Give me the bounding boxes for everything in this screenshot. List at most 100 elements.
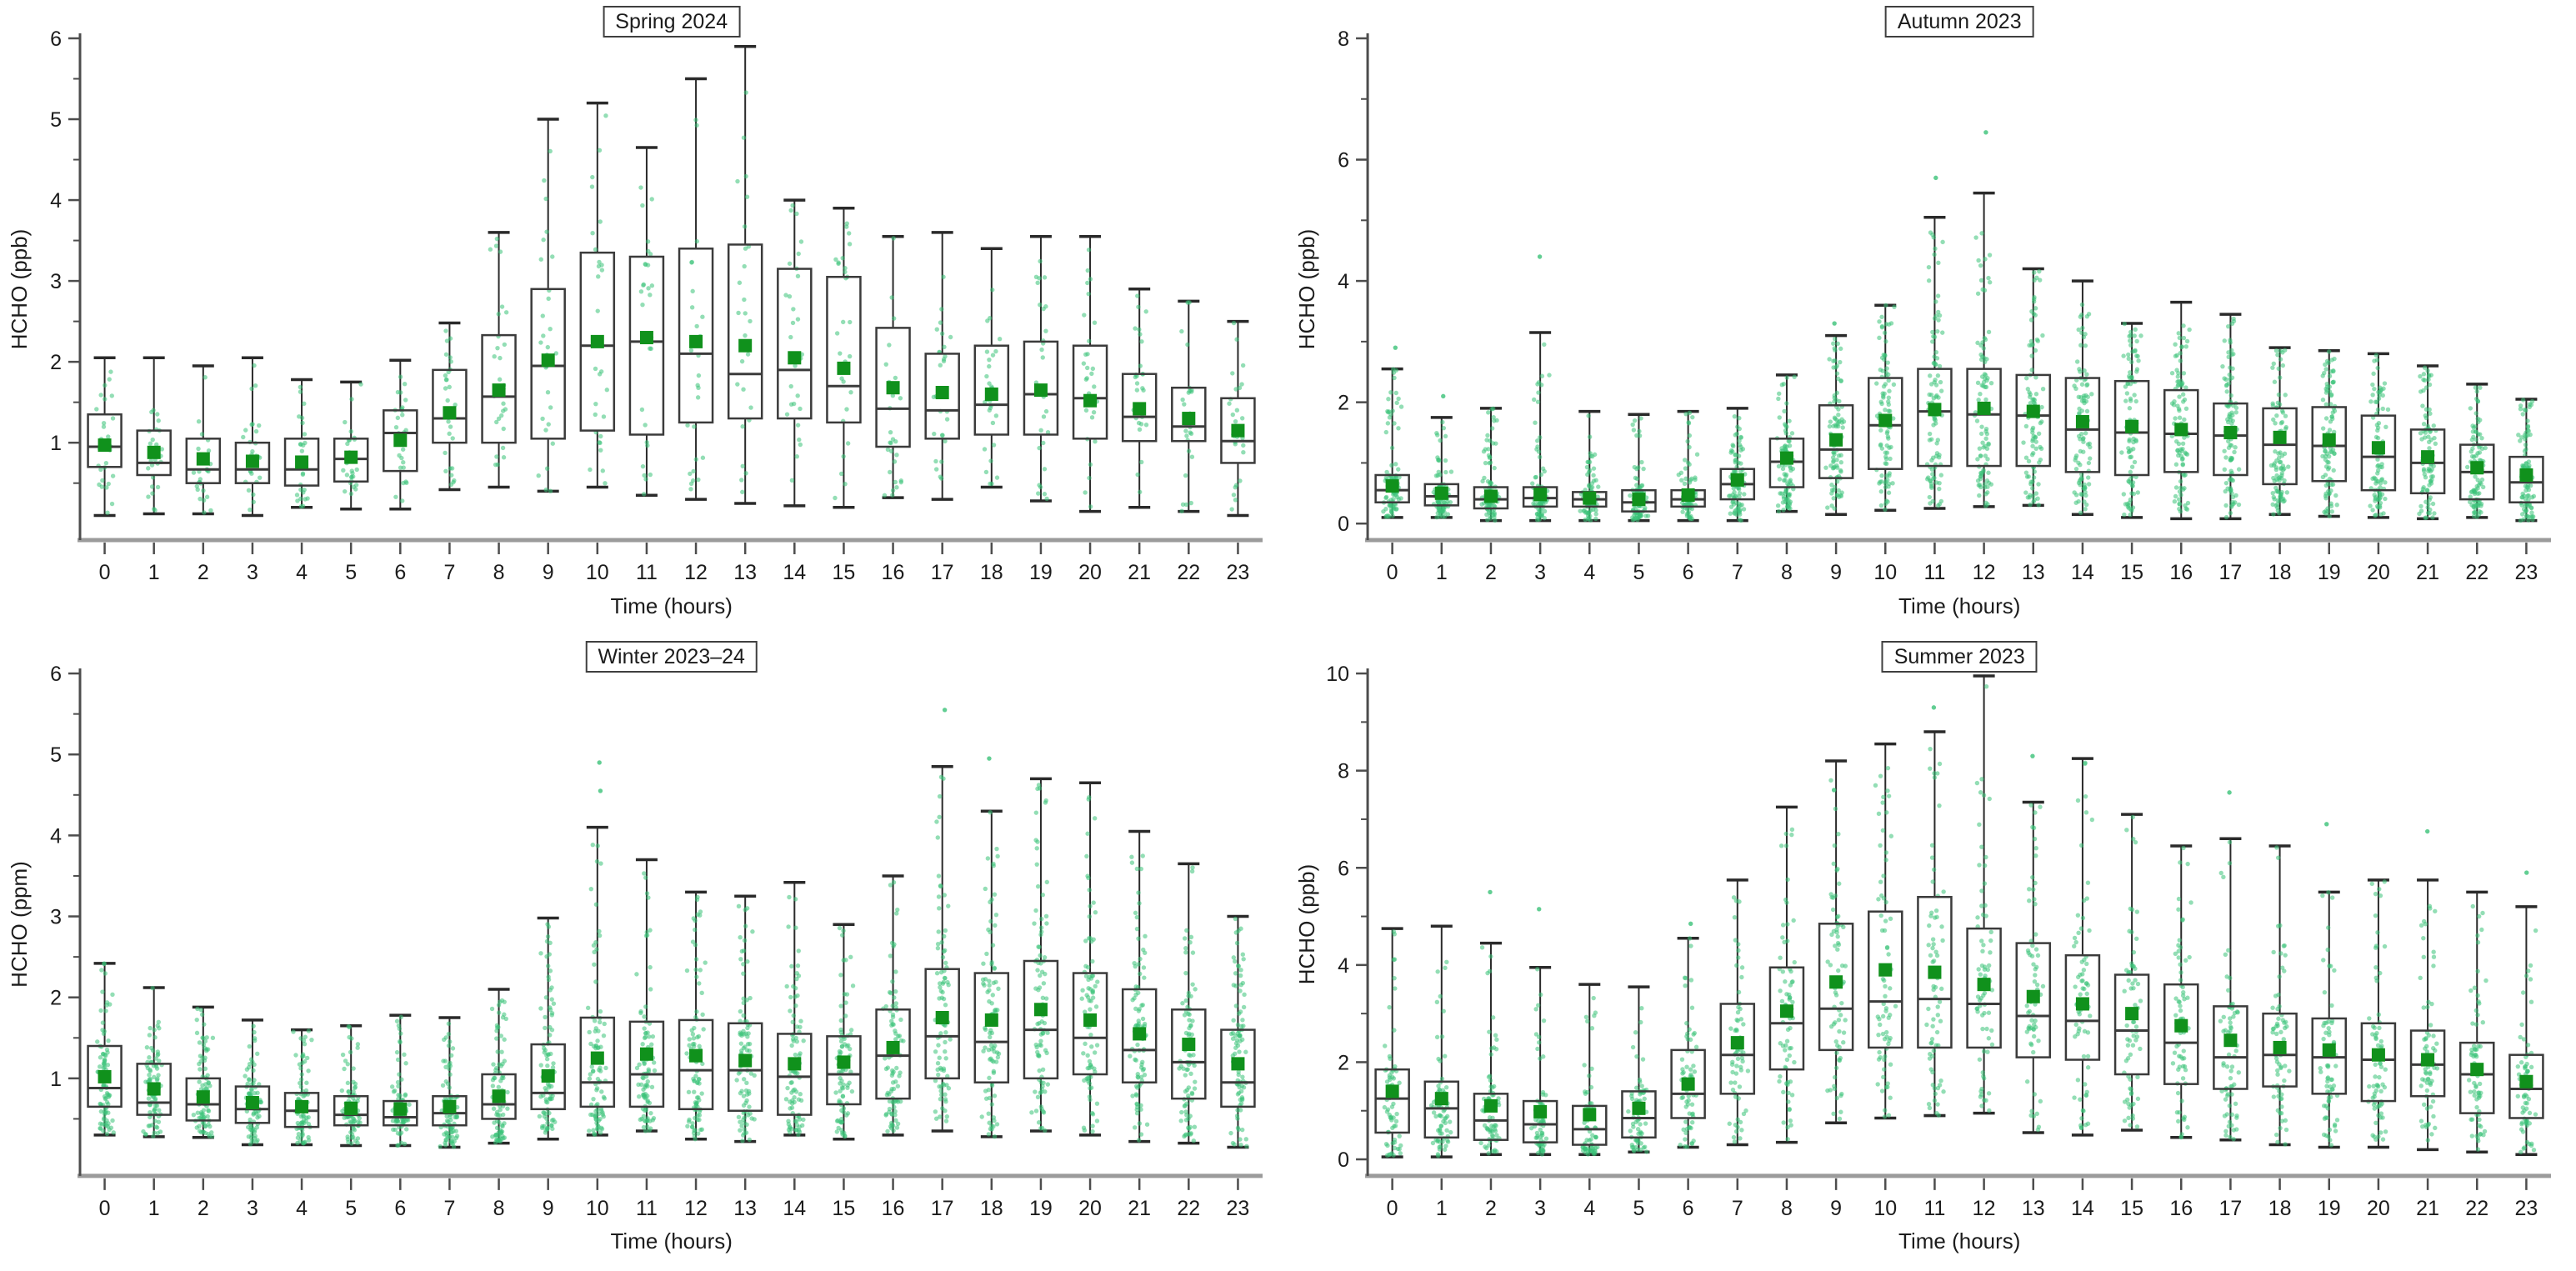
scatter-point xyxy=(1537,454,1543,460)
scatter-point xyxy=(1934,393,1939,398)
scatter-point xyxy=(2473,424,2478,429)
scatter-point xyxy=(691,1036,697,1041)
scatter-point xyxy=(848,319,853,325)
scatter-points xyxy=(1033,258,1051,502)
scatter-point xyxy=(298,389,303,394)
scatter-point xyxy=(544,466,550,471)
scatter-point xyxy=(650,1033,656,1039)
scatter-point xyxy=(1091,409,1097,415)
outlier-point xyxy=(1441,393,1446,399)
hour-8-boxplot xyxy=(1768,373,1805,514)
scatter-point xyxy=(1937,480,1942,486)
scatter-point xyxy=(2323,367,2328,372)
scatter-point xyxy=(1086,291,1091,297)
scatter-point xyxy=(103,971,108,976)
y-axis-label-spring: HCHO (ppb) xyxy=(7,228,32,350)
scatter-point xyxy=(1547,373,1552,378)
scatter-point xyxy=(203,1066,208,1072)
scatter-point xyxy=(650,1118,656,1123)
scatter-point xyxy=(2520,412,2525,417)
scatter-point xyxy=(689,305,695,310)
scatter-point xyxy=(2270,365,2275,370)
scatter-point xyxy=(598,1008,603,1014)
scatter-point xyxy=(690,1121,695,1126)
x-tick-label: 7 xyxy=(443,561,455,584)
scatter-point xyxy=(1185,342,1190,348)
scatter-point xyxy=(398,465,403,470)
scatter-point xyxy=(1927,392,1932,398)
scatter-point xyxy=(538,257,543,262)
scatter-point xyxy=(293,1053,298,1058)
scatter-point xyxy=(545,1063,550,1068)
scatter-point xyxy=(204,1048,209,1053)
scatter-point xyxy=(2119,450,2124,455)
scatter-point xyxy=(253,383,258,388)
scatter-point xyxy=(2282,478,2287,483)
scatter-point xyxy=(2282,348,2288,353)
scatter-point xyxy=(2518,438,2523,443)
mean-marker xyxy=(1977,401,1991,415)
x-tick-label: 23 xyxy=(1227,561,1250,584)
scatter-point xyxy=(1785,481,1790,486)
scatter-point xyxy=(156,1073,161,1078)
mean-marker xyxy=(1730,473,1744,487)
iqr-box-outline xyxy=(1868,377,1903,470)
scatter-point xyxy=(2183,406,2189,411)
scatter-point xyxy=(1535,444,1540,449)
panel-title-spring: Spring 2024 xyxy=(603,6,741,38)
scatter-point xyxy=(2523,442,2528,448)
scatter-point xyxy=(1891,382,1897,388)
iqr-box-outline xyxy=(2409,428,2446,495)
scatter-point xyxy=(2432,511,2437,516)
scatter-point xyxy=(595,1127,601,1132)
scatter-point xyxy=(843,481,848,487)
scatter-point xyxy=(1878,368,1883,373)
scatter-point xyxy=(2082,499,2087,504)
scatter-point xyxy=(791,307,796,312)
scatter-point xyxy=(502,1037,507,1042)
scatter-point xyxy=(694,238,699,244)
mean-marker xyxy=(639,1047,653,1061)
scatter-point xyxy=(2127,406,2133,411)
scatter-point xyxy=(2271,417,2276,423)
scatter-point xyxy=(450,436,455,441)
scatter-point xyxy=(2423,515,2428,521)
scatter-point xyxy=(447,1062,452,1068)
scatter-point xyxy=(2030,430,2035,435)
hour-14-boxplot xyxy=(2064,279,2101,517)
scatter-point xyxy=(2033,348,2038,353)
x-tick-label: 2 xyxy=(198,1197,209,1220)
scatter-point xyxy=(891,236,896,241)
scatter-point xyxy=(743,471,748,476)
scatter-point xyxy=(1632,418,1638,423)
scatter-point xyxy=(890,393,896,398)
scatter-point xyxy=(403,1061,408,1066)
scatter-point xyxy=(99,484,104,489)
scatter-point xyxy=(648,964,653,970)
scatter-point xyxy=(1983,500,1988,506)
scatter-point xyxy=(2519,503,2524,508)
scatter-point xyxy=(2223,480,2229,486)
scatter-point xyxy=(444,1118,450,1123)
scatter-point xyxy=(2326,453,2332,459)
scatter-point xyxy=(2475,451,2480,456)
scatter-point xyxy=(398,1031,403,1036)
x-tick-label: 7 xyxy=(1732,561,1743,584)
scatter-point xyxy=(641,1124,647,1130)
scatter-point xyxy=(492,354,497,359)
scatter-point xyxy=(1877,319,1882,324)
scatter-point xyxy=(2228,443,2233,448)
mean-marker xyxy=(1928,403,1942,417)
scatter-point xyxy=(2178,358,2183,363)
scatter-point xyxy=(2023,470,2029,475)
scatter-point xyxy=(2474,389,2479,394)
mean-marker xyxy=(2075,414,2089,428)
scatter-point xyxy=(347,1034,352,1040)
scatter-points xyxy=(783,203,804,483)
scatter-point xyxy=(939,459,944,464)
scatter-point xyxy=(194,1017,199,1023)
scatter-point xyxy=(159,447,164,452)
scatter-point xyxy=(2032,469,2037,474)
scatter-point xyxy=(1586,413,1591,418)
